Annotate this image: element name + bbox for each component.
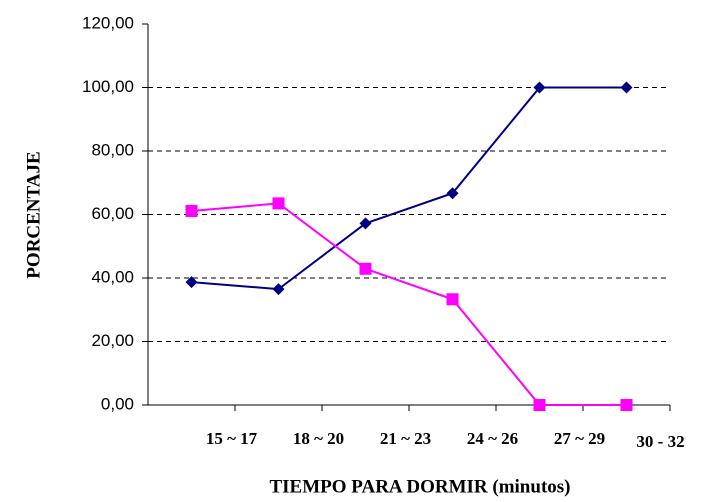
y-tick-label: 100,00 xyxy=(82,77,134,96)
y-tick-label: 20,00 xyxy=(91,331,134,350)
x-tick-label: 15 ~ 17 xyxy=(206,429,258,448)
marker xyxy=(446,187,459,200)
series-line xyxy=(191,202,627,406)
y-tick-label: 60,00 xyxy=(91,204,134,223)
x-axis-title: TIEMPO PARA DORMIR (minutos) xyxy=(269,476,570,497)
x-tick-label: 24 ~ 26 xyxy=(467,429,518,448)
marker xyxy=(185,205,198,218)
marker xyxy=(272,283,285,296)
marker xyxy=(272,197,285,210)
y-tick-label: 0,00 xyxy=(101,394,134,413)
marker xyxy=(620,399,633,411)
marker xyxy=(185,276,198,289)
marker xyxy=(620,81,633,94)
series-line xyxy=(191,86,627,291)
y-tick-label: 40,00 xyxy=(91,267,134,286)
x-tick-label: 27 ~ 29 xyxy=(554,429,605,448)
x-tick-label: 21 ~ 23 xyxy=(380,429,431,448)
y-axis-title: PORCENTAJE xyxy=(23,151,44,278)
x-tick-label: 18 ~ 20 xyxy=(293,429,344,448)
marker xyxy=(359,262,372,275)
x-tick-label: 30 - 32 xyxy=(636,432,684,451)
marker xyxy=(533,399,546,411)
y-tick-label: 80,00 xyxy=(91,140,134,159)
marker xyxy=(446,293,459,306)
marker xyxy=(359,217,372,230)
marker xyxy=(533,81,546,94)
y-tick-label: 120,00 xyxy=(82,13,134,32)
